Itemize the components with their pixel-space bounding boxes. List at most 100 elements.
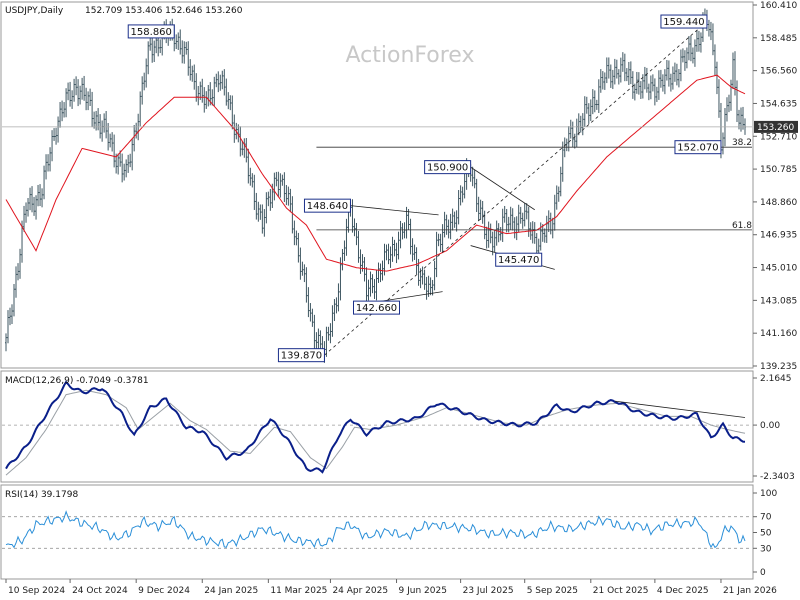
price-annotation: 142.660 xyxy=(353,300,401,315)
price-annotation-box xyxy=(674,140,722,155)
candle xyxy=(43,165,46,200)
candle xyxy=(245,137,248,163)
price-annotation-label: 159.440 xyxy=(663,17,704,28)
candle xyxy=(547,210,550,233)
candle xyxy=(311,308,314,327)
time-tick-label: 24 Jan 2025 xyxy=(204,586,258,596)
candle xyxy=(613,58,616,85)
candle xyxy=(615,59,618,79)
candle xyxy=(229,95,232,111)
macd-title: MACD(12,26,9) -0.7049 -0.3781 xyxy=(5,376,149,386)
candle xyxy=(477,196,480,221)
candle xyxy=(519,206,522,224)
candle xyxy=(721,132,724,155)
price-tick-label: 150.785 xyxy=(760,165,797,175)
price-axis: 160.410 158.485 156.560 154.635 152.710 150.7… xyxy=(753,1,798,372)
candle xyxy=(597,79,600,114)
candle xyxy=(425,276,428,300)
candle xyxy=(633,83,636,101)
candle xyxy=(555,185,558,210)
candle xyxy=(219,74,222,91)
candle xyxy=(267,191,270,207)
candle xyxy=(387,243,390,265)
candle xyxy=(315,332,318,350)
candle xyxy=(249,167,252,186)
candle xyxy=(81,77,84,100)
price-panel: ActionForex 38.2 61.8 158.860 148.640 139.8… xyxy=(0,1,754,369)
candle xyxy=(283,172,286,202)
time-tick-label: 21 Jan 2026 xyxy=(723,586,777,596)
candle xyxy=(31,186,34,213)
candle xyxy=(99,114,102,139)
price-annotation-box xyxy=(424,160,472,175)
candle xyxy=(589,99,592,121)
time-tick-label: 9 Dec 2024 xyxy=(138,586,190,596)
candle xyxy=(257,201,260,222)
candle xyxy=(221,70,224,90)
candle xyxy=(187,41,190,76)
candle xyxy=(23,205,26,232)
macd-tick-label: 2.1645 xyxy=(760,374,792,384)
price-annotation-box xyxy=(353,300,401,315)
candle xyxy=(299,247,302,280)
candle xyxy=(339,257,342,301)
candle xyxy=(333,299,336,322)
candle xyxy=(227,92,230,110)
candle xyxy=(193,64,196,90)
price-tick-label: 152.710 xyxy=(760,132,797,142)
candle xyxy=(411,238,414,262)
candle xyxy=(611,69,614,90)
candle xyxy=(605,57,608,84)
candle xyxy=(269,189,272,211)
price-tick-label: 141.160 xyxy=(760,329,797,339)
candle xyxy=(637,72,640,95)
candle xyxy=(497,223,500,243)
candle xyxy=(711,23,714,56)
candle xyxy=(75,76,78,96)
candle xyxy=(263,209,266,237)
candle xyxy=(351,199,354,233)
candle xyxy=(293,220,296,246)
price-tick-label: 154.635 xyxy=(760,99,797,109)
candle xyxy=(295,230,298,246)
price-annotation-label: 158.860 xyxy=(131,27,172,38)
price-tick-label: 143.085 xyxy=(760,296,797,306)
candle xyxy=(273,172,276,201)
candle xyxy=(29,187,32,211)
ohlc-readout: 152.709 153.406 152.646 153.260 xyxy=(85,6,243,16)
candle xyxy=(739,107,742,132)
candle xyxy=(5,333,7,352)
candle xyxy=(303,264,306,283)
candle xyxy=(279,173,282,198)
candle xyxy=(367,279,370,301)
candle xyxy=(697,30,700,52)
candle xyxy=(709,21,712,41)
candle xyxy=(253,174,256,210)
rsi-tick-label: 50 xyxy=(760,529,772,539)
candle xyxy=(509,206,512,230)
candle xyxy=(581,113,584,136)
candle xyxy=(217,71,220,93)
last-price-tag-box xyxy=(754,120,798,133)
candle xyxy=(413,244,416,260)
candle xyxy=(607,57,610,79)
candle xyxy=(421,266,424,285)
candle xyxy=(461,186,464,203)
rsi-line xyxy=(5,510,746,549)
candle xyxy=(379,263,382,283)
candle xyxy=(631,71,634,99)
candle xyxy=(327,326,330,341)
price-annotation: 158.860 xyxy=(127,24,175,39)
candle xyxy=(481,201,484,224)
candle xyxy=(617,69,620,85)
candle xyxy=(35,195,38,220)
candle xyxy=(359,249,362,274)
candle xyxy=(717,79,720,118)
candle xyxy=(175,34,178,50)
price-tick-label: 139.235 xyxy=(760,362,797,372)
price-tick-label: 156.560 xyxy=(760,67,797,77)
candle xyxy=(57,116,60,143)
trendline xyxy=(470,166,535,211)
candle xyxy=(679,49,682,82)
